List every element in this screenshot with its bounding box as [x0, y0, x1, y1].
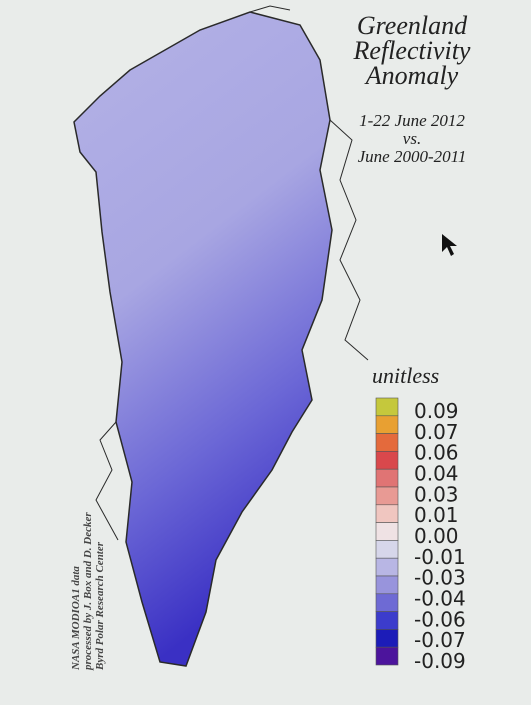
legend-label: -0.07	[414, 628, 466, 652]
legend-label: -0.06	[414, 607, 466, 631]
legend-label: 0.04	[414, 462, 459, 486]
legend-swatch	[375, 486, 399, 506]
legend-label: -0.04	[414, 587, 466, 611]
legend-swatch	[375, 397, 399, 417]
legend-label: 0.09	[414, 399, 459, 423]
title-line: Reflectivity	[353, 36, 471, 65]
title-line: Greenland	[357, 11, 468, 40]
legend-swatch	[375, 593, 399, 612]
credit-line: Byrd Polar Research Center	[94, 541, 106, 671]
legend-label: -0.09	[414, 649, 466, 673]
subtitle-line: June 2000-2011	[358, 147, 467, 166]
legend-swatch	[375, 415, 399, 434]
credit-line: NASA MODIOA1 data	[70, 566, 82, 671]
legend-swatch	[375, 611, 399, 630]
cursor	[442, 234, 457, 256]
coastline-detail	[95, 5, 369, 541]
legend-swatch	[375, 575, 399, 595]
legend-swatch	[375, 540, 399, 559]
credit-line: processed by J. Box and D. Decker	[82, 512, 94, 671]
legend-label: 0.03	[414, 482, 459, 506]
legend-label: 0.01	[414, 503, 459, 527]
legend-label: 0.00	[414, 524, 459, 548]
title-line: Anomaly	[364, 61, 459, 90]
legend-label: -0.01	[414, 545, 466, 569]
legend-swatch	[375, 646, 399, 666]
legend-swatch	[375, 468, 399, 488]
legend-label: -0.03	[414, 566, 466, 590]
greenland-landmass	[73, 11, 333, 667]
subtitle-line: vs.	[403, 129, 421, 148]
legend-label: 0.07	[414, 420, 459, 444]
legend-swatch	[375, 522, 399, 541]
legend-swatch	[375, 451, 399, 470]
legend-title: unitless	[372, 363, 439, 388]
legend-swatch	[375, 504, 399, 523]
legend-swatch	[375, 557, 399, 577]
legend-label: 0.06	[414, 441, 459, 465]
legend-swatch	[375, 629, 399, 648]
subtitle-line: 1-22 June 2012	[359, 111, 465, 130]
legend-swatch	[375, 433, 399, 452]
